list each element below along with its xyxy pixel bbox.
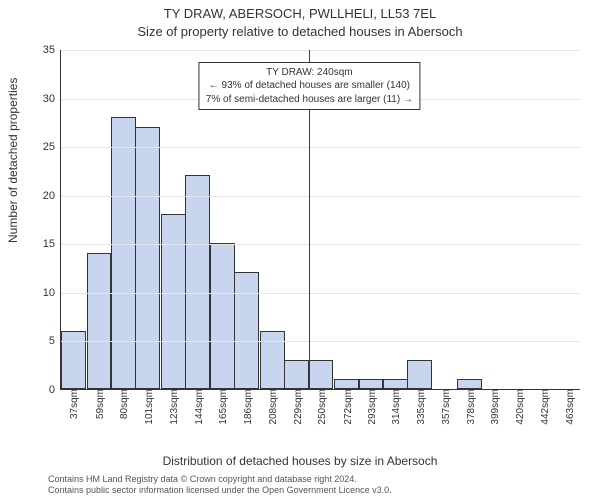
histogram-bar [185, 175, 210, 389]
histogram-bar [284, 360, 309, 389]
xtick-label: 101sqm [144, 389, 155, 425]
xtick-label: 123sqm [169, 389, 180, 425]
gridline [61, 196, 580, 197]
xtick-label: 463sqm [565, 389, 576, 425]
annotation-smaller: ← 93% of detached houses are smaller (14… [206, 79, 413, 93]
ytick-label: 5 [49, 335, 55, 347]
histogram-bar [260, 331, 285, 389]
ytick-label: 0 [49, 384, 55, 396]
xtick-label: 420sqm [515, 389, 526, 425]
histogram-bar [234, 272, 259, 389]
histogram-bar [359, 379, 384, 389]
data-source-footer: Contains HM Land Registry data © Crown c… [48, 474, 588, 497]
histogram-bar [407, 360, 432, 389]
xtick-label: 357sqm [441, 389, 452, 425]
annotation-larger: 7% of semi-detached houses are larger (1… [206, 93, 413, 107]
ytick-label: 35 [43, 44, 55, 56]
property-size-chart: TY DRAW, ABERSOCH, PWLLHELI, LL53 7EL Si… [0, 0, 600, 500]
title-address: TY DRAW, ABERSOCH, PWLLHELI, LL53 7EL [0, 6, 600, 21]
footer-line-1: Contains HM Land Registry data © Crown c… [48, 474, 588, 485]
ytick-label: 25 [43, 141, 55, 153]
histogram-bar [334, 379, 359, 389]
histogram-bar [383, 379, 408, 389]
xtick-label: 442sqm [540, 389, 551, 425]
plot-area: 0510152025303537sqm59sqm80sqm101sqm123sq… [60, 50, 580, 390]
histogram-bar [457, 379, 482, 389]
xtick-label: 314sqm [391, 389, 402, 425]
xtick-label: 59sqm [95, 389, 106, 419]
xtick-label: 144sqm [194, 389, 205, 425]
gridline [61, 244, 580, 245]
xtick-label: 335sqm [416, 389, 427, 425]
footer-line-2: Contains public sector information licen… [48, 485, 588, 496]
ytick-label: 30 [43, 93, 55, 105]
title-subtitle: Size of property relative to detached ho… [0, 24, 600, 39]
y-axis-label: Number of detached properties [6, 78, 20, 243]
xtick-label: 80sqm [119, 389, 130, 419]
ytick-label: 10 [43, 287, 55, 299]
xtick-label: 293sqm [367, 389, 378, 425]
xtick-label: 250sqm [317, 389, 328, 425]
ytick-label: 20 [43, 190, 55, 202]
xtick-label: 399sqm [490, 389, 501, 425]
xtick-label: 208sqm [268, 389, 279, 425]
xtick-label: 37sqm [69, 389, 80, 419]
xtick-label: 272sqm [343, 389, 354, 425]
gridline [61, 50, 580, 51]
histogram-bar [61, 331, 86, 389]
histogram-bar [309, 360, 334, 389]
histogram-bar [111, 117, 136, 389]
xtick-label: 186sqm [243, 389, 254, 425]
xtick-label: 229sqm [293, 389, 304, 425]
property-annotation: TY DRAW: 240sqm← 93% of detached houses … [199, 62, 420, 111]
gridline [61, 147, 580, 148]
xtick-label: 165sqm [218, 389, 229, 425]
x-axis-label: Distribution of detached houses by size … [0, 454, 600, 468]
ytick-label: 15 [43, 238, 55, 250]
histogram-bar [135, 127, 160, 389]
xtick-label: 378sqm [466, 389, 477, 425]
histogram-bar [210, 243, 235, 389]
histogram-bar [87, 253, 112, 389]
histogram-bar [161, 214, 186, 389]
gridline [61, 293, 580, 294]
annotation-title: TY DRAW: 240sqm [206, 66, 413, 80]
gridline [61, 341, 580, 342]
